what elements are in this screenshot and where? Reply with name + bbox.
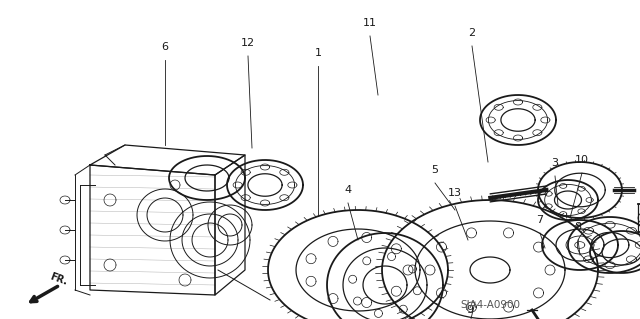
Text: FR.: FR.	[48, 271, 68, 287]
Text: 3: 3	[552, 158, 559, 168]
Text: 1: 1	[314, 48, 321, 58]
Text: 4: 4	[344, 185, 351, 195]
Text: 8: 8	[575, 222, 582, 232]
Text: 6: 6	[161, 42, 168, 52]
Text: 13: 13	[448, 188, 462, 198]
Text: 5: 5	[431, 165, 438, 175]
Text: 7: 7	[536, 215, 543, 225]
Text: 9: 9	[467, 305, 474, 315]
Text: SJA4-A0900: SJA4-A0900	[460, 300, 520, 310]
Text: 12: 12	[241, 38, 255, 48]
Text: 2: 2	[468, 28, 476, 38]
Text: 11: 11	[363, 18, 377, 28]
Text: 10: 10	[575, 155, 589, 165]
